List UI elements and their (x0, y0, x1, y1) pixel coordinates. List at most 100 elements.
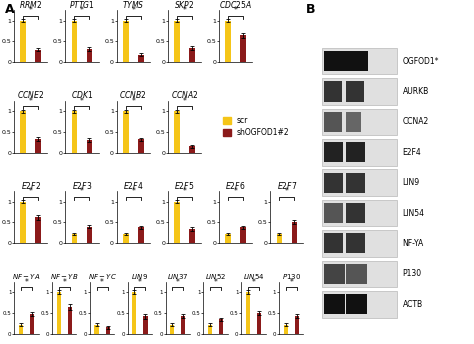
FancyBboxPatch shape (322, 48, 397, 74)
Bar (123, 111, 128, 153)
Title: $\it{PTTG1}$: $\it{PTTG1}$ (69, 0, 95, 10)
Title: $\it{E2F3}$: $\it{E2F3}$ (72, 180, 92, 191)
Title: $\it{CCNA2}$: $\it{CCNA2}$ (171, 89, 198, 100)
Title: $\it{LIN37}$: $\it{LIN37}$ (167, 272, 189, 281)
Title: $\it{CCNB2}$: $\it{CCNB2}$ (119, 89, 147, 100)
Bar (72, 111, 77, 153)
Bar (174, 21, 180, 62)
Bar (87, 227, 92, 243)
FancyBboxPatch shape (322, 200, 397, 226)
Bar (225, 21, 231, 62)
FancyBboxPatch shape (322, 291, 397, 318)
FancyBboxPatch shape (346, 82, 364, 101)
FancyBboxPatch shape (324, 142, 343, 162)
FancyBboxPatch shape (324, 203, 343, 223)
FancyBboxPatch shape (322, 169, 397, 196)
FancyBboxPatch shape (346, 234, 365, 254)
Text: *: * (62, 278, 66, 287)
Title: $\it{NF-YA}$: $\it{NF-YA}$ (12, 272, 41, 281)
Text: E2F4: E2F4 (402, 148, 421, 157)
Text: *: * (138, 278, 142, 287)
Text: *: * (80, 6, 84, 15)
Text: A: A (5, 3, 14, 17)
Bar (225, 234, 231, 243)
Bar (174, 202, 180, 243)
Bar (257, 313, 261, 334)
Text: *: * (176, 278, 180, 287)
Text: *: * (289, 278, 293, 287)
Text: *: * (234, 6, 237, 15)
Text: NF-YA: NF-YA (402, 239, 424, 248)
Title: $\it{E2F5}$: $\it{E2F5}$ (174, 180, 195, 191)
Bar (87, 140, 92, 153)
FancyBboxPatch shape (346, 112, 361, 132)
Text: CCNA2: CCNA2 (402, 117, 429, 126)
Bar (292, 222, 297, 243)
Title: $\it{NF-YB}$: $\it{NF-YB}$ (50, 272, 79, 281)
Bar (68, 307, 72, 334)
Title: $\it{CCNE2}$: $\it{CCNE2}$ (17, 89, 45, 100)
Title: $\it{E2F2}$: $\it{E2F2}$ (21, 180, 41, 191)
Bar (123, 21, 128, 62)
FancyBboxPatch shape (324, 173, 343, 193)
Bar (87, 49, 92, 62)
Bar (138, 139, 144, 153)
Bar (132, 292, 137, 334)
Title: $\it{RRM2}$: $\it{RRM2}$ (19, 0, 42, 10)
Bar (36, 217, 41, 243)
FancyBboxPatch shape (324, 112, 342, 132)
FancyBboxPatch shape (324, 234, 343, 254)
Text: B: B (306, 3, 315, 17)
Text: *: * (252, 278, 255, 287)
Text: P130: P130 (402, 269, 422, 278)
Bar (143, 316, 147, 334)
Bar (174, 111, 180, 153)
Title: $\it{CDK1}$: $\it{CDK1}$ (71, 89, 93, 100)
Title: $\it{E2F4}$: $\it{E2F4}$ (123, 180, 144, 191)
Title: $\it{P130}$: $\it{P130}$ (282, 272, 301, 281)
Bar (295, 316, 299, 334)
Bar (246, 292, 250, 334)
Bar (240, 227, 246, 243)
Title: $\it{E2F6}$: $\it{E2F6}$ (226, 180, 246, 191)
Text: *: * (131, 187, 135, 196)
Text: *: * (29, 187, 33, 196)
FancyBboxPatch shape (324, 51, 368, 71)
FancyBboxPatch shape (346, 264, 367, 284)
FancyBboxPatch shape (346, 294, 367, 314)
Title: $\it{CDC25A}$: $\it{CDC25A}$ (219, 0, 252, 10)
Text: LIN54: LIN54 (402, 208, 425, 217)
Bar (36, 139, 41, 153)
Title: $\it{SKP2}$: $\it{SKP2}$ (174, 0, 195, 10)
Bar (19, 325, 23, 334)
Bar (138, 227, 144, 243)
Text: *: * (234, 187, 237, 196)
Bar (219, 319, 223, 334)
Bar (189, 147, 195, 153)
Bar (106, 327, 110, 334)
Bar (208, 325, 212, 334)
Bar (123, 234, 128, 243)
Title: $\it{LIN52}$: $\it{LIN52}$ (205, 272, 226, 281)
Text: *: * (100, 278, 104, 287)
Text: *: * (182, 97, 186, 106)
Text: *: * (80, 187, 84, 196)
Bar (56, 292, 61, 334)
FancyBboxPatch shape (346, 203, 365, 223)
Bar (240, 35, 246, 62)
Bar (276, 234, 282, 243)
Bar (20, 111, 26, 153)
Text: AURKB: AURKB (402, 87, 429, 96)
FancyBboxPatch shape (324, 294, 345, 314)
Text: OGFOD1*: OGFOD1* (402, 56, 439, 66)
Title: $\it{E2F7}$: $\it{E2F7}$ (277, 180, 297, 191)
FancyBboxPatch shape (324, 264, 345, 284)
FancyBboxPatch shape (322, 261, 397, 287)
Bar (94, 325, 99, 334)
Bar (36, 50, 41, 62)
Bar (181, 316, 185, 334)
Bar (72, 21, 77, 62)
Title: $\it{LIN9}$: $\it{LIN9}$ (131, 272, 148, 281)
Title: $\it{TYMS}$: $\it{TYMS}$ (122, 0, 145, 10)
Text: ACTB: ACTB (402, 300, 423, 309)
